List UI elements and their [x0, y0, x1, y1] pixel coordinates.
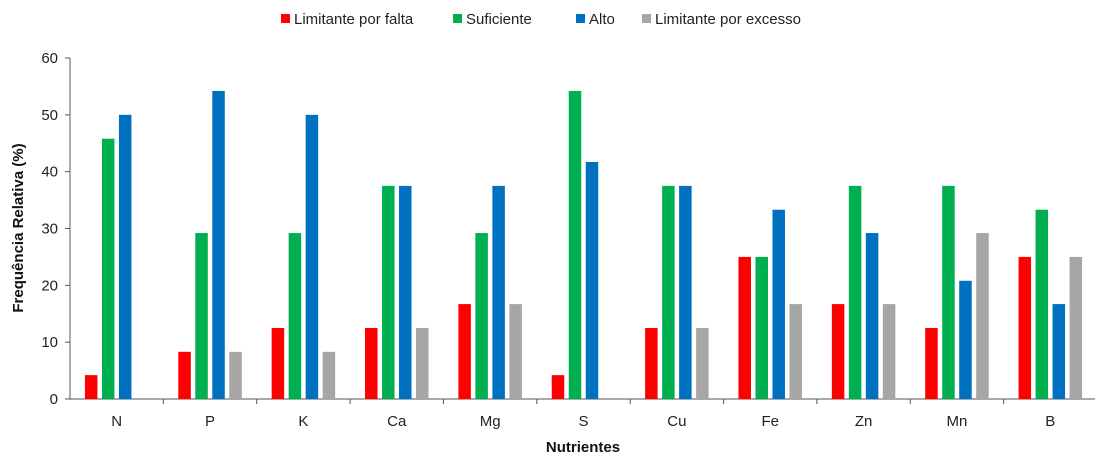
- bar: [492, 185, 505, 399]
- x-tick-label: Mn: [947, 413, 968, 430]
- bar: [1035, 209, 1049, 399]
- bar: [509, 304, 522, 399]
- legend-swatch: [281, 14, 290, 23]
- y-tick-label: 30: [41, 221, 58, 238]
- bar: [212, 90, 225, 400]
- x-tick-label: Zn: [855, 413, 873, 430]
- x-tick-label: K: [298, 413, 308, 430]
- y-axis-title: Frequência Relativa (%): [10, 143, 27, 312]
- bar: [178, 351, 191, 399]
- bar: [645, 327, 658, 399]
- y-tick-label: 20: [41, 277, 58, 294]
- bar: [738, 256, 751, 399]
- x-axis-title: Nutrientes: [546, 439, 620, 455]
- legend-swatch: [453, 14, 462, 23]
- bar: [679, 185, 692, 399]
- bar: [959, 280, 972, 399]
- bar: [195, 233, 208, 399]
- y-tick-label: 60: [41, 50, 58, 67]
- bar: [568, 90, 582, 400]
- bar: [365, 327, 378, 399]
- bar: [925, 327, 938, 399]
- bar: [1069, 256, 1083, 399]
- x-tick-label: Fe: [761, 413, 779, 430]
- x-tick-label: B: [1045, 413, 1055, 430]
- bar: [399, 185, 412, 399]
- bars: [84, 90, 1083, 400]
- x-tick-label: Mg: [480, 413, 501, 430]
- legend-label: Limitante por falta: [294, 11, 414, 28]
- bar: [831, 304, 845, 399]
- legend-label: Alto: [589, 11, 615, 28]
- bar: [322, 351, 336, 399]
- bar: [458, 304, 471, 399]
- bar: [755, 256, 768, 399]
- bar: [551, 375, 565, 399]
- y-tick-label: 10: [41, 334, 58, 351]
- bar: [848, 185, 862, 399]
- bar: [101, 138, 115, 399]
- legend-swatch: [576, 14, 585, 23]
- bar: [1052, 304, 1066, 399]
- legend: Limitante por falta Suficiente Alto Limitan…: [281, 11, 801, 28]
- bar: [772, 209, 785, 399]
- bar: [942, 185, 955, 399]
- legend-label: Limitante por excesso: [655, 11, 801, 28]
- bar: [662, 185, 675, 399]
- bar: [229, 351, 242, 399]
- bar: [118, 114, 132, 399]
- x-tick-label: P: [205, 413, 215, 430]
- bar: [475, 233, 488, 399]
- bar: [585, 162, 599, 399]
- x-tick-label: S: [578, 413, 588, 430]
- bar: [696, 327, 709, 399]
- bar: [288, 233, 302, 399]
- bar: [84, 375, 98, 399]
- y-axis: 0 10 20 30 40 50 60: [41, 50, 71, 408]
- x-axis: N P K Ca Mg S Cu Fe Zn Mn B: [70, 398, 1095, 430]
- x-tick-label: N: [111, 413, 122, 430]
- bar: [271, 327, 285, 399]
- legend-label: Suficiente: [466, 11, 532, 28]
- legend-swatch: [642, 14, 651, 23]
- bar: [865, 233, 879, 399]
- x-tick-label: Ca: [387, 413, 407, 430]
- y-tick-label: 0: [50, 391, 58, 408]
- bar: [882, 304, 896, 399]
- bar: [976, 233, 989, 399]
- bar: [305, 114, 319, 399]
- bar: [382, 185, 395, 399]
- y-tick-label: 50: [41, 107, 58, 124]
- x-tick-label: Cu: [667, 413, 686, 430]
- bar: [1018, 256, 1032, 399]
- y-tick-label: 40: [41, 164, 58, 181]
- bar: [416, 327, 429, 399]
- bar: [789, 304, 802, 399]
